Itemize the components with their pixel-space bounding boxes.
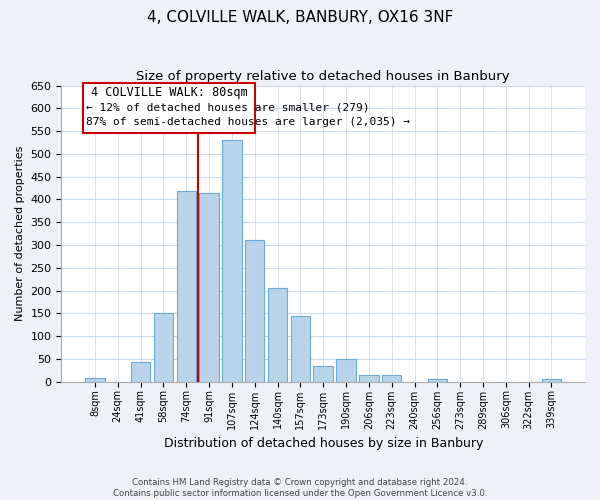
- Title: Size of property relative to detached houses in Banbury: Size of property relative to detached ho…: [136, 70, 510, 83]
- Y-axis label: Number of detached properties: Number of detached properties: [15, 146, 25, 322]
- Bar: [131, 362, 150, 382]
- Text: 4 COLVILLE WALK: 80sqm: 4 COLVILLE WALK: 80sqm: [91, 86, 247, 99]
- X-axis label: Distribution of detached houses by size in Banbury: Distribution of detached houses by size …: [164, 437, 483, 450]
- Bar: [290, 316, 310, 382]
- Bar: [245, 240, 265, 382]
- FancyBboxPatch shape: [83, 84, 255, 134]
- Text: ← 12% of detached houses are smaller (279): ← 12% of detached houses are smaller (27…: [86, 102, 369, 113]
- Text: 4, COLVILLE WALK, BANBURY, OX16 3NF: 4, COLVILLE WALK, BANBURY, OX16 3NF: [147, 10, 453, 25]
- Bar: [176, 191, 196, 382]
- Bar: [268, 288, 287, 382]
- Bar: [542, 380, 561, 382]
- Bar: [382, 376, 401, 382]
- Bar: [199, 192, 219, 382]
- Text: 87% of semi-detached houses are larger (2,035) →: 87% of semi-detached houses are larger (…: [86, 118, 410, 128]
- Bar: [222, 140, 242, 382]
- Bar: [428, 380, 447, 382]
- Bar: [337, 360, 356, 382]
- Bar: [154, 314, 173, 382]
- Bar: [313, 366, 333, 382]
- Bar: [85, 378, 104, 382]
- Bar: [359, 375, 379, 382]
- Text: Contains HM Land Registry data © Crown copyright and database right 2024.
Contai: Contains HM Land Registry data © Crown c…: [113, 478, 487, 498]
